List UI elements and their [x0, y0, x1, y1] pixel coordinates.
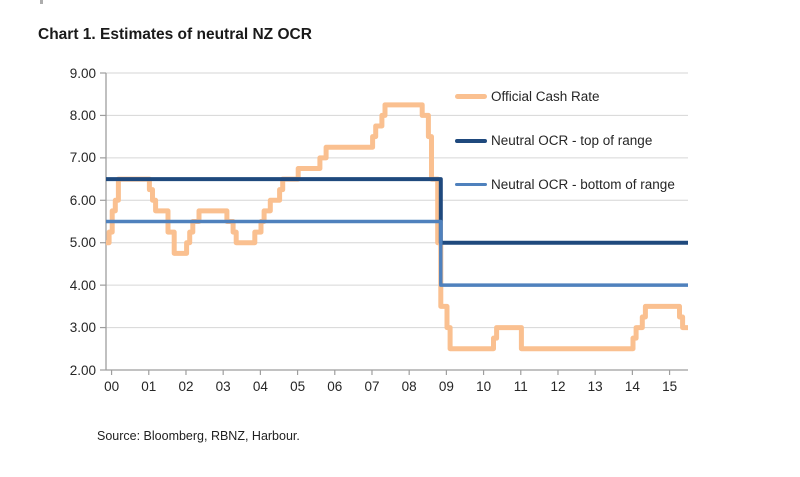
- x-tick-label: 09: [438, 379, 454, 394]
- legend-line-swatch-icon: [455, 138, 487, 143]
- x-tick-label: 00: [104, 379, 120, 394]
- y-tick-label: 4.00: [69, 277, 96, 293]
- y-tick-label: 7.00: [69, 150, 96, 166]
- x-tick-label: 11: [513, 379, 528, 394]
- x-tick-label: 06: [327, 379, 343, 394]
- cropped-text-artifact: [40, 0, 43, 4]
- x-tick-label: 14: [624, 379, 640, 394]
- y-tick-label: 5.00: [69, 235, 96, 251]
- x-tick-label: 02: [178, 379, 194, 394]
- chart-legend: Official Cash Rate Neutral OCR - top of …: [455, 88, 675, 193]
- y-tick-label: 8.00: [69, 107, 96, 123]
- legend-item-official-cash-rate: Official Cash Rate: [455, 88, 675, 105]
- x-tick-label: 04: [252, 379, 268, 394]
- y-tick-label: 2.00: [69, 362, 96, 378]
- chart-canvas: [100, 72, 688, 375]
- x-tick-label: 05: [290, 379, 306, 394]
- x-tick-label: 15: [662, 379, 678, 394]
- x-tick-label: 13: [587, 379, 603, 394]
- source-note: Source: Bloomberg, RBNZ, Harbour.: [97, 429, 300, 443]
- x-tick-label: 08: [401, 379, 417, 394]
- chart-title: Chart 1. Estimates of neutral NZ OCR: [38, 26, 312, 43]
- x-tick-label: 07: [364, 379, 380, 394]
- y-tick-label: 9.00: [69, 65, 96, 81]
- legend-item-neutral-ocr-top: Neutral OCR - top of range: [455, 132, 675, 149]
- x-tick-label: 01: [141, 379, 157, 394]
- legend-label: Neutral OCR - bottom of range: [491, 177, 675, 192]
- y-tick-label: 6.00: [69, 192, 96, 208]
- legend-line-swatch-icon: [455, 94, 487, 99]
- x-tick-label: 10: [476, 379, 492, 394]
- legend-item-neutral-ocr-bottom: Neutral OCR - bottom of range: [455, 176, 675, 193]
- x-tick-label: 12: [550, 379, 566, 394]
- x-tick-label: 03: [215, 379, 231, 394]
- legend-label: Official Cash Rate: [491, 89, 600, 104]
- legend-line-swatch-icon: [455, 182, 487, 187]
- y-tick-label: 3.00: [69, 320, 96, 336]
- legend-label: Neutral OCR - top of range: [491, 133, 653, 148]
